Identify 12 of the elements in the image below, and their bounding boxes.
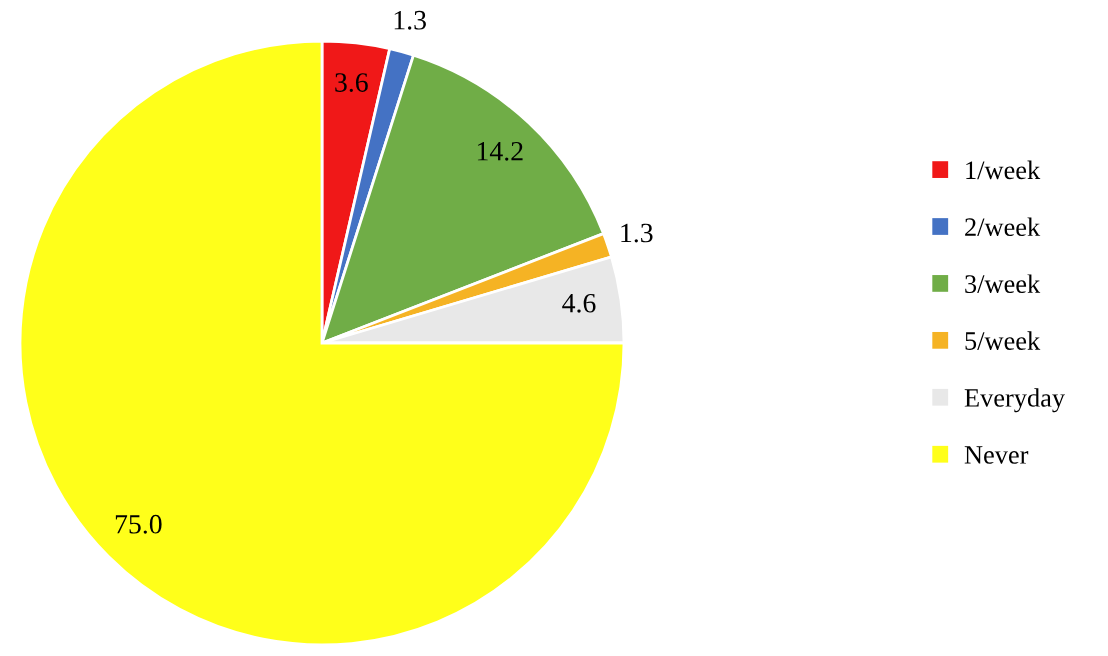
legend-label: Never [964, 446, 1029, 464]
data-label: 1.3 [621, 223, 653, 243]
data-label: 75.0 [115, 514, 162, 534]
data-label: 4.6 [562, 293, 596, 313]
legend-label: 3/week [965, 274, 1041, 293]
data-label: 3.6 [335, 73, 368, 93]
legend-label: 1/week [966, 160, 1041, 180]
data-label: 14.2 [477, 141, 523, 161]
legend-label: Everyday [964, 388, 1065, 413]
legend-label: 5/week [965, 331, 1041, 350]
legend-label: 2/week [965, 217, 1041, 237]
data-label: 1.3 [394, 10, 426, 30]
